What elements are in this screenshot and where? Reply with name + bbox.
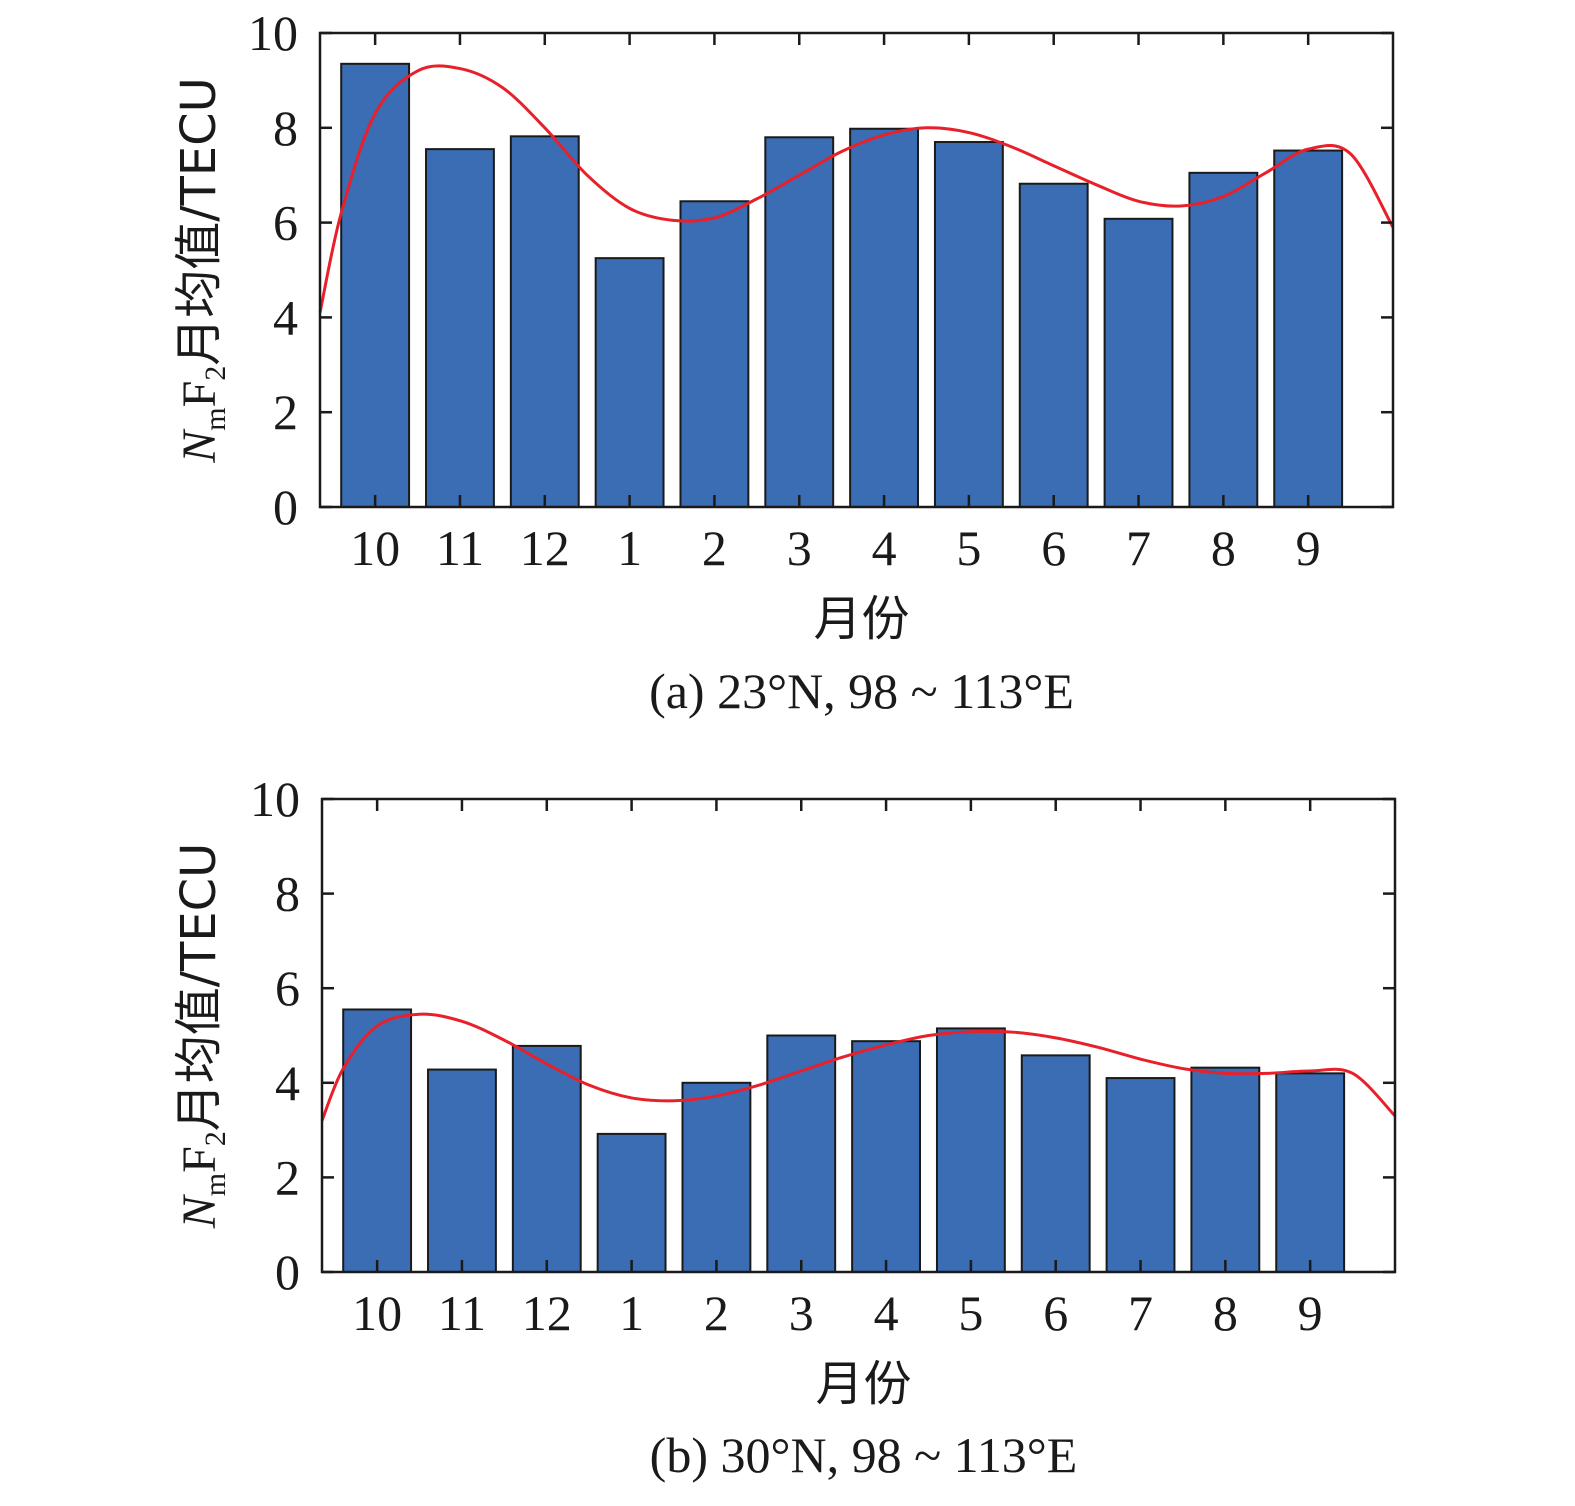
y-tick-label: 6	[275, 960, 300, 1016]
bar-7	[1105, 1077, 1176, 1273]
y-tick-label: 10	[250, 771, 300, 827]
x-tick-label: 9	[1298, 1285, 1323, 1341]
bar-6	[1018, 182, 1089, 508]
x-tick-label: 1	[617, 520, 642, 576]
plot-frame	[320, 797, 1397, 1274]
x-tick-label: 11	[438, 1285, 486, 1341]
y-tick-label: 0	[273, 479, 298, 535]
x-tick-label: 7	[1126, 520, 1151, 576]
x-tick-label: 6	[1043, 1285, 1068, 1341]
bar-5	[935, 1027, 1006, 1274]
x-tick-label: 5	[956, 520, 981, 576]
bar-8	[1188, 171, 1259, 509]
y-axis-label: NmF2月均值/TECU	[171, 77, 232, 464]
bar-12	[509, 135, 580, 508]
y-tick-label: 2	[273, 384, 298, 440]
panel-caption: (b) 30°N, 98 ~ 113°E	[650, 1427, 1078, 1483]
x-tick-label: 1	[619, 1285, 644, 1341]
panel-caption: (a) 23°N, 98 ~ 113°E	[649, 663, 1074, 719]
y-tick-label: 4	[273, 289, 298, 345]
x-tick-label: 8	[1211, 520, 1236, 576]
x-axis-label: 月份	[815, 1356, 911, 1412]
x-tick-label: 4	[874, 1285, 899, 1341]
bar-1	[594, 257, 665, 508]
bar-4	[851, 1040, 921, 1274]
x-tick-label: 2	[704, 1285, 729, 1341]
bar-10	[340, 62, 411, 509]
bar-8	[1190, 1066, 1261, 1273]
bar-9	[1273, 149, 1344, 508]
bar-2	[681, 1081, 752, 1274]
bar-2	[679, 200, 750, 509]
fit-curve	[318, 64, 1395, 313]
x-tick-label: 12	[520, 520, 570, 576]
bar-11	[427, 1068, 497, 1274]
x-tick-label: 3	[789, 1285, 814, 1341]
y-axis-label: NmF2月均值/TECU	[171, 843, 232, 1230]
x-tick-label: 9	[1296, 520, 1321, 576]
plot-frame	[318, 31, 1395, 509]
bar-3	[764, 136, 835, 508]
bar-5	[933, 141, 1004, 509]
x-tick-label: 12	[522, 1285, 572, 1341]
y-tick-label: 0	[275, 1244, 300, 1300]
bar-6	[1020, 1054, 1091, 1273]
y-tick-label: 6	[273, 195, 298, 251]
bar-11	[425, 148, 495, 508]
x-tick-label: 7	[1128, 1285, 1153, 1341]
x-tick-label: 11	[436, 520, 484, 576]
x-tick-label: 10	[352, 1285, 402, 1341]
bar-10	[342, 1008, 413, 1273]
bar-4	[849, 127, 919, 509]
x-tick-label: 4	[872, 520, 897, 576]
fit-curve	[320, 1012, 1397, 1122]
y-tick-label: 2	[275, 1149, 300, 1205]
x-axis-label: 月份	[813, 591, 909, 647]
x-tick-label: 10	[350, 520, 400, 576]
x-tick-label: 8	[1213, 1285, 1238, 1341]
bar-7	[1103, 217, 1174, 508]
y-tick-label: 8	[273, 100, 298, 156]
y-tick-label: 10	[248, 5, 298, 61]
y-tick-label: 8	[275, 866, 300, 922]
bar-3	[766, 1034, 837, 1273]
x-tick-label: 6	[1041, 520, 1066, 576]
x-tick-label: 2	[702, 520, 727, 576]
x-tick-label: 3	[787, 520, 812, 576]
x-tick-label: 5	[958, 1285, 983, 1341]
bar-9	[1275, 1072, 1346, 1273]
bar-1	[596, 1132, 667, 1274]
y-tick-label: 4	[275, 1055, 300, 1111]
bar-12	[511, 1044, 582, 1273]
